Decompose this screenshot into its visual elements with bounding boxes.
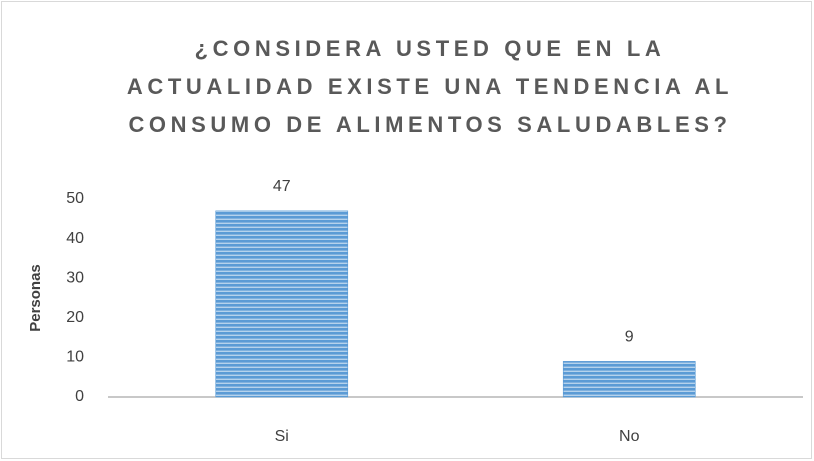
x-tick-label: No (619, 428, 640, 445)
y-tick-label: 40 (66, 230, 84, 247)
y-tick-label: 10 (66, 349, 84, 366)
data-label: 47 (273, 178, 291, 195)
y-axis-label: Personas (27, 264, 44, 332)
chart-title: ¿CONSIDERA USTED QUE EN LA ACTUALIDAD EX… (126, 36, 734, 137)
data-label: 9 (625, 329, 634, 346)
bar (215, 210, 349, 398)
bar (562, 361, 696, 398)
y-tick-label: 0 (75, 388, 84, 405)
y-tick-label: 30 (66, 269, 84, 286)
y-tick-label: 50 (66, 190, 84, 207)
y-tick-label: 20 (66, 309, 84, 326)
x-tick-label: Si (275, 428, 289, 445)
